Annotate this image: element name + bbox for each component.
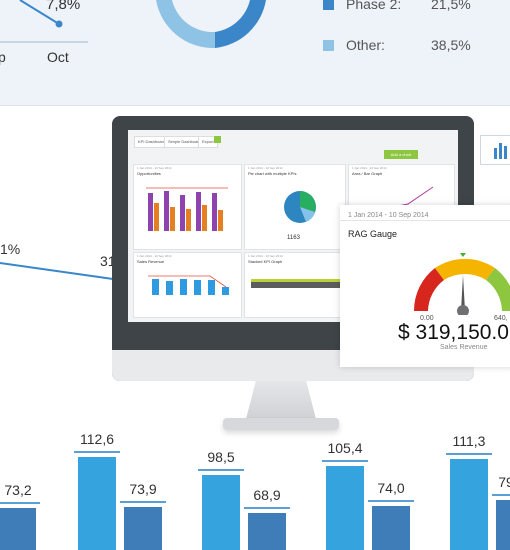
top-chart-panel: 7,8% p Oct Phase 2: 21,5% Other: 38,5% xyxy=(0,0,510,106)
bar-value-label: 79 xyxy=(498,474,510,491)
donut-segment-light xyxy=(156,0,215,49)
gauge-green-zone xyxy=(486,268,510,311)
bar-value-label: 98,5 xyxy=(207,449,235,466)
gauge-amber-zone xyxy=(435,258,495,280)
monitor-base xyxy=(223,418,339,430)
widget-revenue-chart xyxy=(148,275,229,295)
bar-reference-line xyxy=(0,501,40,504)
bar-light xyxy=(450,458,488,550)
bar-reference-line xyxy=(244,507,290,509)
bar-value-label: 112,6 xyxy=(80,431,114,448)
chart-type-button[interactable] xyxy=(480,135,510,165)
widget-stacked-chart xyxy=(251,279,341,288)
bar-dark xyxy=(124,506,162,550)
widget-bar-chart xyxy=(146,187,228,231)
background-line-chart xyxy=(0,262,121,281)
widget-pie-chart xyxy=(284,191,316,223)
line-value-label: 7,8% xyxy=(46,0,81,13)
widget-title: Pie chart with multiple KPIs xyxy=(248,171,297,176)
widget-date: 1 Jan 2014 - 10 Sep 2014 xyxy=(248,166,283,170)
add-chart-button[interactable]: Add a chart xyxy=(384,150,418,159)
bar-light xyxy=(202,475,240,550)
top-line-chart xyxy=(0,0,266,49)
bar-dark xyxy=(496,500,510,550)
trend-point xyxy=(55,20,63,28)
widget-title: Area / Bar Graph xyxy=(352,171,383,176)
bar-reference-line xyxy=(368,500,414,503)
rag-gauge xyxy=(413,253,510,315)
legend-label-other: Other: xyxy=(346,37,385,53)
widget-sales-revenue: 1 Jan 2014 - 10 Sep 2014 Sales Revenue xyxy=(133,252,242,318)
bar-value-label: 73,2 xyxy=(4,481,32,498)
rag-title: RAG Gauge xyxy=(348,229,398,239)
bar-value-label: 111,3 xyxy=(452,432,486,449)
tab-simple-dashboard[interactable]: Simple Dashboard xyxy=(164,136,205,148)
widget-opportunities: 1 Jan 2014 - 10 Sep 2014 Opportunities xyxy=(133,164,242,250)
bar-reference-line xyxy=(198,469,244,472)
widget-date: 1 Jan 2014 - 10 Sep 2014 xyxy=(352,166,387,170)
widget-stacked-kpi: 1 Jan 2014 - 10 Sep 2014 Stacked KPI Gra… xyxy=(244,252,346,318)
rag-date-range: 1 Jan 2014 - 10 Sep 2014 xyxy=(348,212,429,219)
rag-gauge-card: 1 Jan 2014 - 10 Sep 2014 RAG Gauge 0.00 … xyxy=(340,205,510,367)
bar-dark xyxy=(248,513,286,550)
trend-line xyxy=(19,0,60,25)
widget-title: Stacked KPI Graph xyxy=(248,259,283,264)
legend-label-phase2: Phase 2: xyxy=(346,0,402,12)
rag-divider xyxy=(340,220,510,221)
gauge-target-marker xyxy=(460,253,466,257)
bar-light xyxy=(78,457,116,550)
bar-light xyxy=(326,466,364,550)
bar-dark xyxy=(0,507,36,550)
bar-reference-line xyxy=(446,452,492,455)
widget-pie-value: 1163 xyxy=(287,235,300,241)
rag-value: $ 319,150.0 xyxy=(398,321,509,344)
bar-reference-line xyxy=(492,494,510,497)
bar-value-label: 68,9 xyxy=(253,487,281,503)
legend-value-other: 38,5% xyxy=(431,37,471,53)
widget-date: 1 Jan 2014 - 10 Sep 2014 xyxy=(248,254,283,258)
widget-pie-kpis: 1 Jan 2014 - 10 Sep 2014 Pie chart with … xyxy=(244,164,346,250)
legend-value-phase2: 21,5% xyxy=(431,0,471,12)
background-value-label: 31 xyxy=(100,253,116,269)
legend-swatch-other xyxy=(323,40,334,51)
rag-caption: Sales Revenue xyxy=(440,344,488,351)
x-label-oct: Oct xyxy=(47,49,69,65)
gauge-needle xyxy=(461,275,465,311)
monitor-stand xyxy=(246,381,316,419)
bar-reference-line xyxy=(74,451,120,454)
legend-swatch-phase2 xyxy=(323,0,334,10)
background-percent-label: 1% xyxy=(0,241,21,257)
widget-title: Sales Revenue xyxy=(137,259,165,264)
bar-reference-line xyxy=(120,500,166,503)
gauge-red-zone xyxy=(413,268,444,311)
widget-date: 1 Jan 2014 - 10 Sep 2014 xyxy=(137,166,172,170)
x-label-prev: p xyxy=(0,49,6,65)
bar-chart-icon xyxy=(494,143,507,159)
widget-date: 1 Jan 2014 - 10 Sep 2014 xyxy=(137,254,172,258)
bar-value-label: 74,0 xyxy=(377,480,405,497)
background-trend-line xyxy=(0,262,121,281)
bar-value-label: 73,9 xyxy=(129,480,157,497)
bar-reference-line xyxy=(322,460,368,463)
rag-max-label: 640, xyxy=(494,315,508,322)
rag-min-label: 0.00 xyxy=(420,315,434,322)
add-tab-button[interactable] xyxy=(214,136,221,143)
bar-dark xyxy=(372,506,410,550)
gauge-hub xyxy=(457,305,469,315)
widget-title: Opportunities xyxy=(137,171,161,176)
donut-segment-dark xyxy=(215,0,266,48)
bar-value-label: 105,4 xyxy=(327,440,363,457)
